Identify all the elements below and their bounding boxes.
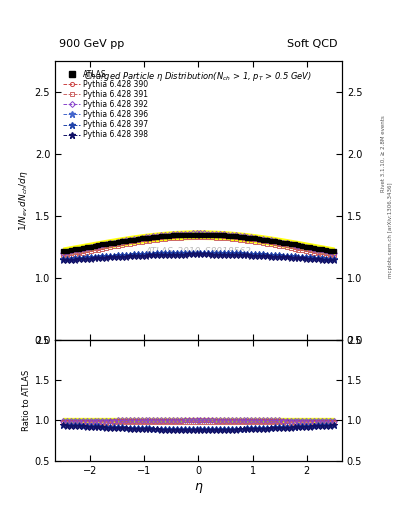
Pythia 6.428 392	[61, 250, 66, 256]
Text: Soft QCD: Soft QCD	[288, 38, 338, 49]
Pythia 6.428 390	[292, 244, 297, 250]
ATLAS	[331, 248, 336, 254]
Pythia 6.428 396	[214, 250, 219, 256]
Pythia 6.428 392	[331, 250, 336, 256]
Text: 900 GeV pp: 900 GeV pp	[59, 38, 124, 49]
Pythia 6.428 396	[123, 252, 128, 258]
Text: ATLAS_2010_S8918562: ATLAS_2010_S8918562	[145, 246, 252, 255]
Line: ATLAS: ATLAS	[61, 232, 336, 253]
Pythia 6.428 390	[214, 232, 219, 238]
ATLAS	[123, 238, 128, 244]
X-axis label: $\eta$: $\eta$	[194, 481, 203, 495]
Pythia 6.428 398	[123, 253, 128, 260]
Line: Pythia 6.428 392: Pythia 6.428 392	[61, 231, 336, 255]
Pythia 6.428 390	[61, 252, 66, 258]
Pythia 6.428 392	[292, 242, 297, 248]
Pythia 6.428 398	[214, 251, 219, 258]
Pythia 6.428 392	[96, 243, 101, 249]
Pythia 6.428 390	[331, 252, 336, 258]
Pythia 6.428 396	[143, 251, 148, 257]
Line: Pythia 6.428 390: Pythia 6.428 390	[61, 232, 336, 257]
Pythia 6.428 397	[331, 256, 336, 262]
ATLAS	[61, 248, 66, 254]
Pythia 6.428 391	[331, 253, 336, 260]
Pythia 6.428 397	[96, 253, 101, 260]
Pythia 6.428 391	[123, 241, 128, 247]
Pythia 6.428 396	[296, 253, 301, 260]
Pythia 6.428 390	[143, 236, 148, 242]
Pythia 6.428 390	[296, 244, 301, 250]
Pythia 6.428 391	[96, 246, 101, 252]
Pythia 6.428 397	[123, 252, 128, 258]
Line: Pythia 6.428 398: Pythia 6.428 398	[60, 251, 337, 264]
Pythia 6.428 392	[214, 231, 219, 237]
ATLAS	[214, 232, 219, 238]
Pythia 6.428 398	[96, 255, 101, 261]
Pythia 6.428 390	[123, 239, 128, 245]
Pythia 6.428 392	[123, 238, 128, 244]
Pythia 6.428 396	[96, 253, 101, 260]
Line: Pythia 6.428 391: Pythia 6.428 391	[61, 235, 336, 259]
Y-axis label: Ratio to ATLAS: Ratio to ATLAS	[22, 370, 31, 431]
Pythia 6.428 397	[296, 253, 301, 260]
Y-axis label: $1/N_{ev}\,dN_{ch}/d\eta$: $1/N_{ev}\,dN_{ch}/d\eta$	[18, 170, 31, 231]
Pythia 6.428 398	[331, 258, 336, 264]
Pythia 6.428 392	[143, 234, 148, 241]
Pythia 6.428 392	[194, 230, 199, 237]
Pythia 6.428 397	[194, 249, 199, 255]
Pythia 6.428 391	[214, 234, 219, 241]
Pythia 6.428 398	[143, 252, 148, 259]
Pythia 6.428 397	[143, 251, 148, 257]
Pythia 6.428 396	[61, 256, 66, 262]
Text: mcplots.cern.ch [arXiv:1306.3436]: mcplots.cern.ch [arXiv:1306.3436]	[388, 183, 393, 278]
Line: Pythia 6.428 396: Pythia 6.428 396	[60, 249, 337, 263]
Pythia 6.428 397	[292, 253, 297, 260]
Pythia 6.428 396	[194, 249, 199, 255]
Pythia 6.428 396	[331, 256, 336, 262]
ATLAS	[96, 242, 101, 248]
Pythia 6.428 398	[296, 255, 301, 261]
Pythia 6.428 391	[143, 238, 148, 244]
Pythia 6.428 398	[194, 251, 199, 258]
Pythia 6.428 391	[292, 246, 297, 252]
Text: Rivet 3.1.10, ≥ 2.8M events: Rivet 3.1.10, ≥ 2.8M events	[381, 115, 386, 192]
Pythia 6.428 398	[292, 255, 297, 261]
Pythia 6.428 391	[194, 234, 199, 240]
Pythia 6.428 390	[96, 244, 101, 250]
Pythia 6.428 391	[61, 253, 66, 260]
ATLAS	[296, 242, 301, 248]
Pythia 6.428 397	[61, 256, 66, 262]
ATLAS	[292, 242, 297, 248]
Pythia 6.428 398	[61, 258, 66, 264]
ATLAS	[194, 231, 199, 238]
Pythia 6.428 396	[292, 253, 297, 260]
Text: Charged Particle $\eta$ Distribution($N_{ch}$ > 1, $p_T$ > 0.5 GeV): Charged Particle $\eta$ Distribution($N_…	[84, 70, 312, 83]
Pythia 6.428 390	[194, 231, 199, 238]
Pythia 6.428 392	[296, 243, 301, 249]
Legend: ATLAS, Pythia 6.428 390, Pythia 6.428 391, Pythia 6.428 392, Pythia 6.428 396, P: ATLAS, Pythia 6.428 390, Pythia 6.428 39…	[62, 68, 150, 141]
Pythia 6.428 397	[214, 250, 219, 256]
ATLAS	[143, 235, 148, 241]
Line: Pythia 6.428 397: Pythia 6.428 397	[60, 249, 337, 263]
Pythia 6.428 391	[296, 246, 301, 252]
